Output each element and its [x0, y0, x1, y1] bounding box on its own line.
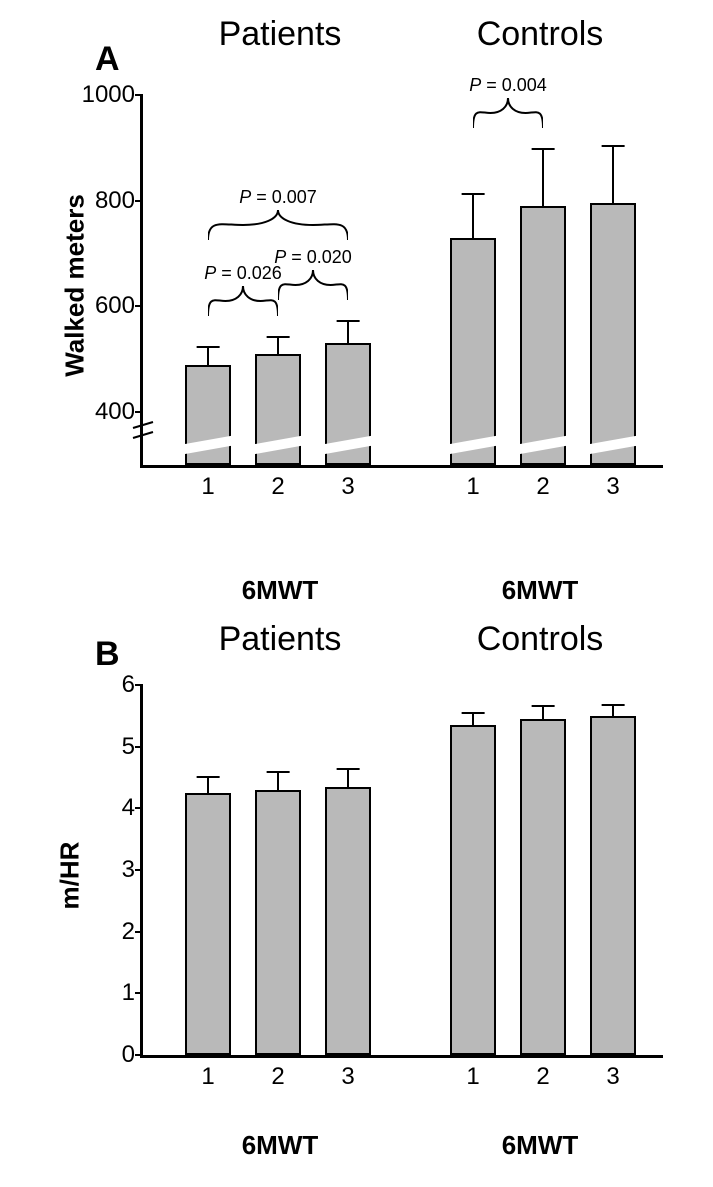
bar: [450, 238, 496, 465]
panel-a-plot: 4006008001000123123P = 0.007P = 0.026P =…: [140, 95, 663, 468]
p-value-brace: P = 0.004: [473, 88, 543, 128]
panel-a-ylabel: Walked meters: [60, 186, 91, 386]
xtick-label: 2: [536, 465, 549, 501]
xtick-label: 3: [341, 1055, 354, 1091]
p-value-label: P = 0.020: [274, 247, 352, 268]
axis-break: [131, 420, 155, 447]
bar: [590, 203, 636, 465]
p-value-label: P = 0.007: [239, 187, 317, 208]
panel-a-patients-title: Patients: [170, 15, 390, 54]
ytick-label: 1: [122, 979, 143, 1007]
p-value-label: P = 0.026: [204, 263, 282, 284]
ytick-label: 2: [122, 918, 143, 946]
ytick-label: 800: [95, 187, 143, 215]
panel-a-label: A: [95, 40, 120, 79]
xtick-label: 3: [606, 465, 619, 501]
bar: [590, 716, 636, 1055]
bar: [450, 725, 496, 1055]
xtick-label: 3: [606, 1055, 619, 1091]
bar: [325, 787, 371, 1055]
figure: A Patients Controls 4006008001000123123P…: [0, 0, 713, 1187]
panel-b-plot: 0123456123123: [140, 685, 663, 1058]
p-value-brace: P = 0.020: [278, 260, 348, 300]
bar: [520, 719, 566, 1055]
ytick-label: 6: [122, 671, 143, 699]
ytick-label: 5: [122, 733, 143, 761]
ytick-label: 600: [95, 292, 143, 320]
ytick-label: 1000: [82, 81, 143, 109]
xtick-label: 1: [201, 1055, 214, 1091]
panel-b-controls-title: Controls: [430, 620, 650, 659]
ytick-label: 0: [122, 1041, 143, 1069]
p-value-label: P = 0.004: [469, 75, 547, 96]
bar: [255, 790, 301, 1055]
panel-b-patients-xtitle: 6MWT: [170, 1130, 390, 1161]
xtick-label: 1: [466, 465, 479, 501]
ytick-label: 3: [122, 856, 143, 884]
bar: [520, 206, 566, 465]
xtick-label: 1: [201, 465, 214, 501]
panel-a-controls-title: Controls: [430, 15, 650, 54]
p-value-brace: P = 0.007: [208, 200, 348, 240]
xtick-label: 1: [466, 1055, 479, 1091]
ytick-label: 4: [122, 794, 143, 822]
bar: [185, 793, 231, 1055]
xtick-label: 2: [271, 1055, 284, 1091]
panel-b-controls-xtitle: 6MWT: [430, 1130, 650, 1161]
panel-a: A Patients Controls 4006008001000123123P…: [0, 0, 713, 600]
xtick-label: 2: [536, 1055, 549, 1091]
xtick-label: 3: [341, 465, 354, 501]
panel-b-ylabel: m/HR: [55, 816, 86, 936]
p-value-brace: P = 0.026: [208, 276, 278, 316]
panel-b-label: B: [95, 635, 120, 674]
xtick-label: 2: [271, 465, 284, 501]
panel-b-patients-title: Patients: [170, 620, 390, 659]
panel-b: B Patients Controls 0123456123123 m/HR 6…: [0, 600, 713, 1187]
